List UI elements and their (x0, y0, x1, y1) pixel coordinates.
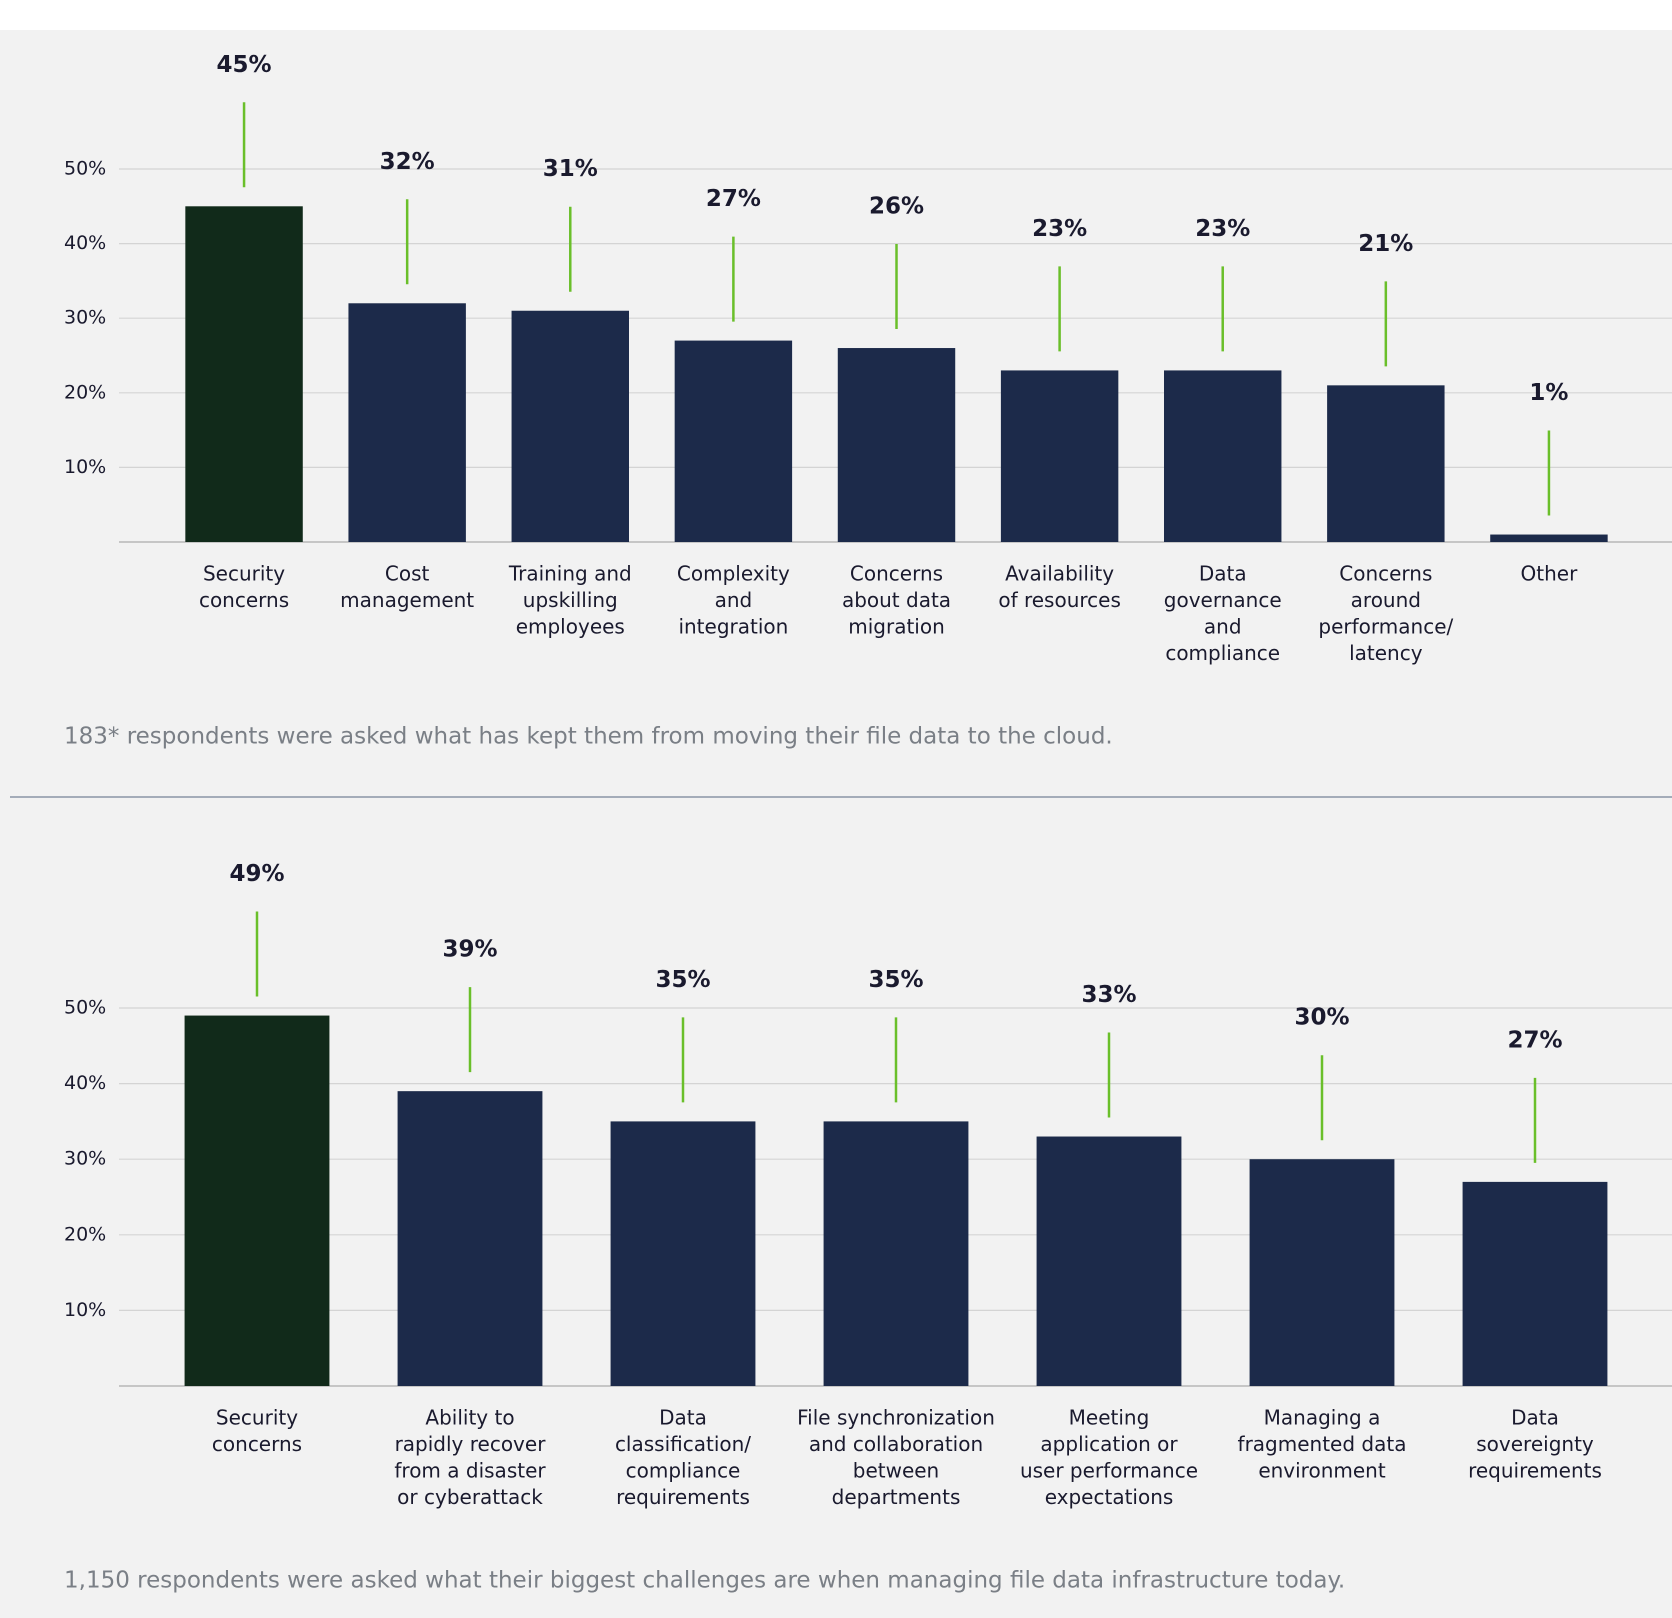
x-tick-label: File synchronization (797, 1406, 995, 1430)
bar (1490, 534, 1608, 542)
x-tick-label: management (340, 588, 474, 612)
x-tick-label: and collaboration (809, 1432, 983, 1456)
x-tick-label: Complexity (677, 562, 790, 586)
x-tick-label: and (715, 588, 753, 612)
bar (1036, 1136, 1182, 1386)
x-tick-label: Training and (508, 562, 632, 586)
bar (674, 340, 793, 542)
y-tick-label: 10% (64, 1299, 106, 1321)
x-tick-label: Managing a (1264, 1406, 1381, 1430)
value-label: 35% (655, 967, 710, 993)
bar (823, 1121, 969, 1386)
y-tick-label: 50% (64, 158, 106, 180)
x-tick-label: Security (203, 562, 285, 586)
y-tick-label: 30% (64, 1148, 106, 1170)
bar (1462, 1181, 1608, 1386)
x-tick-label: latency (1349, 641, 1423, 665)
x-tick-label: Concerns (850, 562, 943, 586)
footnote: 183* respondents were asked what has kep… (64, 724, 1113, 750)
x-tick-label: compliance (1165, 641, 1280, 665)
x-tick-label: integration (678, 615, 788, 639)
x-tick-label: sovereignty (1476, 1432, 1594, 1456)
x-tick-label: Meeting (1069, 1406, 1150, 1430)
x-tick-label: expectations (1045, 1485, 1174, 1509)
bar (511, 310, 629, 542)
value-label: 27% (1507, 1027, 1562, 1053)
bar (837, 348, 956, 542)
x-tick-label: migration (848, 615, 945, 639)
x-tick-label: employees (516, 615, 625, 639)
x-tick-label: concerns (199, 588, 289, 612)
value-label: 26% (869, 194, 924, 220)
footnote: 1,150 respondents were asked what their … (64, 1568, 1345, 1594)
bar (185, 206, 303, 543)
bar (184, 1015, 330, 1386)
x-tick-label: performance/ (1318, 615, 1453, 639)
bar (1164, 370, 1282, 542)
x-tick-label: from a disaster (394, 1459, 546, 1483)
value-label: 39% (442, 937, 497, 963)
y-tick-label: 20% (64, 381, 106, 403)
value-label: 32% (380, 149, 435, 175)
y-tick-label: 10% (64, 456, 106, 478)
bar (1000, 370, 1119, 542)
x-tick-label: Data (1511, 1406, 1559, 1430)
x-tick-label: concerns (212, 1432, 302, 1456)
value-label: 31% (543, 156, 598, 182)
bar (397, 1091, 543, 1386)
x-tick-label: about data (842, 588, 951, 612)
y-tick-label: 40% (64, 232, 106, 254)
value-label: 49% (229, 861, 284, 887)
x-tick-label: around (1351, 588, 1421, 612)
x-tick-label: Availability (1005, 562, 1114, 586)
x-tick-label: compliance (626, 1459, 741, 1483)
x-tick-label: requirements (1468, 1459, 1602, 1483)
value-label: 45% (217, 52, 272, 78)
bar (1327, 385, 1445, 542)
value-label: 27% (706, 186, 761, 212)
bar (610, 1121, 756, 1386)
x-tick-label: environment (1258, 1459, 1386, 1483)
x-tick-label: application or (1040, 1432, 1178, 1456)
x-tick-label: departments (832, 1485, 961, 1509)
value-label: 21% (1358, 231, 1413, 257)
y-tick-label: 40% (64, 1072, 106, 1094)
bar (1249, 1159, 1395, 1386)
x-tick-label: Cost (385, 562, 430, 586)
value-label: 1% (1529, 380, 1568, 406)
x-tick-label: fragmented data (1238, 1432, 1407, 1456)
x-tick-label: rapidly recover (395, 1432, 547, 1456)
x-tick-label: governance (1164, 588, 1282, 612)
x-tick-label: or cyberattack (397, 1485, 543, 1509)
x-tick-label: upskilling (523, 588, 618, 612)
bar (348, 303, 466, 542)
x-tick-label: and (1204, 615, 1242, 639)
x-tick-label: Ability to (425, 1406, 514, 1430)
x-tick-label: Concerns (1339, 562, 1432, 586)
y-tick-label: 20% (64, 1223, 106, 1245)
y-tick-label: 50% (64, 997, 106, 1019)
x-tick-label: Other (1521, 562, 1579, 586)
value-label: 23% (1032, 216, 1087, 242)
value-label: 35% (868, 967, 923, 993)
value-label: 23% (1195, 216, 1250, 242)
value-label: 30% (1294, 1005, 1349, 1031)
x-tick-label: of resources (998, 588, 1121, 612)
x-tick-label: Data (1199, 562, 1247, 586)
x-tick-label: Data (659, 1406, 707, 1430)
x-tick-label: classification/ (615, 1432, 751, 1456)
x-tick-label: requirements (616, 1485, 750, 1509)
y-tick-label: 30% (64, 307, 106, 329)
x-tick-label: user performance (1020, 1459, 1198, 1483)
value-label: 33% (1081, 982, 1136, 1008)
x-tick-label: Security (216, 1406, 298, 1430)
x-tick-label: between (853, 1459, 939, 1483)
